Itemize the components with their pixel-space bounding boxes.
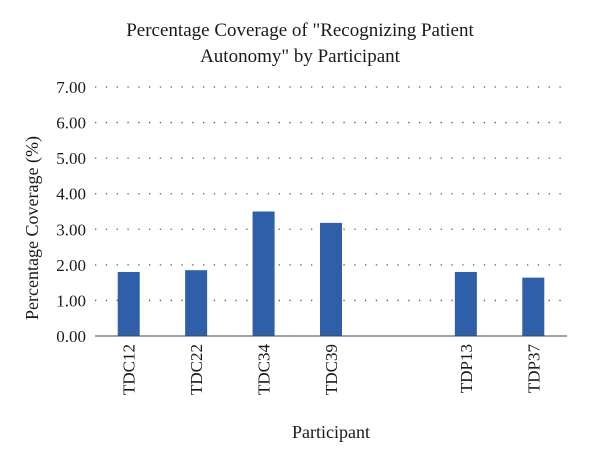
x-tick-label: TDP37: [524, 344, 543, 394]
y-tick-label: 1.00: [56, 291, 86, 310]
bar-tdp13: [454, 271, 477, 336]
bar-tdc39: [320, 222, 342, 336]
x-tick-label: TDP13: [457, 344, 476, 393]
chart-title-line-1: Percentage Coverage of "Recognizing Pati…: [126, 20, 474, 41]
y-tick-labels: 0.00 1.00 2.00 3.00 4.00 5.00 6.00 7.00: [56, 78, 86, 346]
x-tick-label: TDC22: [187, 344, 206, 395]
y-tick-label: 2.00: [56, 256, 86, 275]
x-tick-label: TDC34: [255, 344, 274, 396]
x-axis-title: Participant: [292, 422, 370, 442]
x-tick-labels: TDC12 TDC22 TDC34 TDC39 TDP13 TDP37: [120, 344, 544, 396]
y-tick-label: 4.00: [56, 185, 86, 204]
bar-tdp37: [522, 277, 545, 336]
y-axis-title: Percentage Coverage (%): [22, 136, 43, 320]
y-tick-label: 7.00: [56, 78, 86, 97]
x-tick-label: TDC39: [322, 344, 341, 395]
y-tick-label: 6.00: [56, 114, 86, 133]
y-tick-label: 3.00: [56, 220, 86, 239]
chart-title-line-2: Autonomy" by Participant: [200, 46, 401, 67]
y-tick-label: 5.00: [56, 149, 86, 168]
bar-tdc12: [117, 271, 140, 336]
y-tick-label: 0.00: [56, 327, 86, 346]
bar-tdc34: [252, 211, 275, 336]
bar-tdc22: [185, 270, 208, 336]
x-tick-label: TDC12: [120, 344, 139, 395]
bars: [117, 211, 545, 336]
